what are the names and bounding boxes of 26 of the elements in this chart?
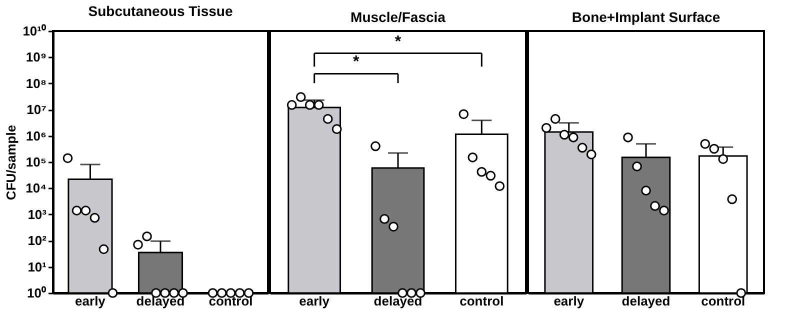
annotation: * <box>353 54 360 71</box>
x-tick-label: early <box>75 294 106 308</box>
y-tick-label: 10⁸ <box>26 76 46 91</box>
x-tick-label: early <box>299 294 330 308</box>
y-tick-label: 10⁶ <box>26 128 47 144</box>
x-tick-label: delayed <box>622 294 670 308</box>
x-tick-label: control <box>208 294 253 308</box>
x-tick-label: delayed <box>374 294 422 308</box>
y-tick-label: 10¹ <box>28 259 46 274</box>
y-tick-label: 10⁰ <box>27 286 46 300</box>
y-axis-title: CFU/sample <box>4 124 19 200</box>
chart-title: Bone+Implant Surface <box>572 9 720 25</box>
y-tick-label: 10⁷ <box>26 102 46 118</box>
y-tick-label: 10⁵ <box>26 154 46 170</box>
y-tick-label: 10⁹ <box>26 50 46 65</box>
x-tick-label: control <box>701 294 746 308</box>
y-tick-label: 10² <box>28 233 48 248</box>
x-tick-label: delayed <box>136 294 185 308</box>
y-tick-label: 10⁴ <box>26 180 46 196</box>
x-tick-label: control <box>460 294 504 308</box>
chart-title: Subcutaneous Tissue <box>88 3 233 19</box>
y-tick-label: 10¹⁰ <box>22 24 46 38</box>
annotation: * <box>394 33 402 50</box>
y-tick-label: 10³ <box>28 206 48 222</box>
chart-title: Muscle/Fascia <box>350 9 446 25</box>
x-tick-label: early <box>554 294 585 308</box>
